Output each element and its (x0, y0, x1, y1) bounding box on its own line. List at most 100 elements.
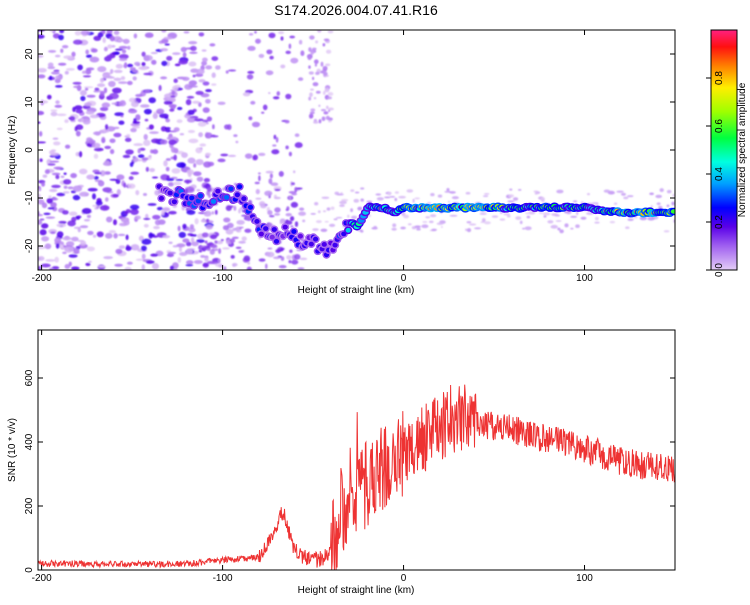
noise-speck (285, 212, 292, 217)
noise-speck (210, 135, 219, 138)
noise-speck (61, 210, 69, 215)
noise-speck (41, 181, 46, 187)
noise-speck (161, 30, 166, 33)
noise-speck (141, 157, 149, 161)
noise-speck (97, 66, 107, 73)
noise-speck (190, 45, 197, 51)
noise-speck (107, 44, 113, 49)
noise-speck (526, 215, 531, 219)
colorbar-gradient (711, 30, 737, 270)
noise-speck (244, 153, 253, 159)
ridge-core (254, 219, 260, 224)
noise-speck (97, 180, 105, 187)
noise-speck (64, 70, 69, 75)
noise-speck (202, 107, 210, 113)
noise-speck (165, 158, 171, 161)
noise-speck (126, 261, 133, 265)
noise-speck (129, 67, 135, 71)
ridge-core (291, 229, 297, 234)
noise-speck (126, 134, 131, 137)
noise-speck (269, 173, 273, 179)
noise-speck (42, 174, 48, 178)
noise-speck (152, 113, 158, 120)
noise-speck (144, 32, 154, 38)
noise-speck (289, 216, 295, 222)
noise-speck (118, 120, 125, 125)
noise-speck (327, 120, 332, 123)
noise-speck (144, 118, 149, 122)
noise-speck (55, 54, 61, 58)
noise-speck (72, 39, 83, 45)
noise-speck (50, 109, 58, 112)
noise-speck (193, 260, 203, 264)
noise-speck (312, 47, 317, 51)
noise-speck (559, 229, 564, 234)
noise-speck (120, 76, 126, 81)
noise-speck (67, 220, 76, 227)
noise-speck (49, 160, 60, 163)
ridge-core (167, 190, 173, 196)
noise-speck (64, 119, 69, 123)
noise-speck (48, 195, 52, 198)
ridge-core (282, 224, 288, 230)
noise-speck (111, 44, 116, 48)
noise-speck (258, 53, 265, 58)
noise-speck (288, 195, 292, 200)
noise-speck (254, 30, 257, 34)
noise-speck (143, 217, 151, 220)
noise-speck (93, 147, 104, 152)
noise-speck (73, 248, 80, 255)
noise-speck (94, 87, 100, 91)
noise-speck (158, 84, 162, 92)
spectrogram-y-label: Frequency (Hz) (7, 116, 18, 185)
noise-speck (576, 211, 579, 216)
noise-speck (403, 214, 410, 219)
noise-speck (200, 93, 210, 98)
noise-speck (118, 58, 128, 62)
noise-speck (160, 126, 167, 132)
noise-speck (543, 215, 547, 218)
noise-speck (56, 113, 67, 117)
noise-speck (160, 139, 168, 145)
colorbar-tick-label: 0.8 (714, 71, 725, 85)
spectrogram-x-label: Height of straight line (km) (298, 285, 415, 296)
noise-speck (130, 127, 137, 133)
noise-speck (141, 238, 152, 245)
noise-speck (318, 104, 321, 108)
noise-speck (586, 192, 591, 196)
noise-speck (302, 219, 306, 223)
noise-speck (176, 106, 183, 111)
noise-speck (200, 254, 206, 258)
noise-speck (168, 210, 177, 215)
noise-speck (323, 38, 330, 42)
noise-speck (261, 111, 265, 114)
noise-speck (321, 116, 326, 122)
noise-speck (129, 204, 140, 210)
noise-speck (308, 71, 314, 75)
noise-speck (269, 215, 275, 218)
noise-speck (44, 243, 52, 250)
noise-speck (446, 188, 450, 192)
noise-speck (115, 248, 123, 255)
noise-speck (176, 162, 187, 168)
noise-speck (134, 61, 141, 66)
noise-speck (196, 239, 205, 243)
noise-speck (243, 255, 251, 262)
noise-speck (273, 134, 277, 140)
noise-speck (218, 263, 224, 268)
noise-speck (547, 220, 554, 224)
noise-speck (148, 154, 152, 158)
noise-speck (82, 118, 91, 125)
noise-speck (163, 100, 173, 105)
noise-speck (83, 218, 91, 222)
noise-speck (205, 218, 210, 223)
ridge-core (195, 198, 201, 204)
noise-speck (50, 201, 57, 208)
x-tick-label: 100 (576, 273, 593, 284)
noise-speck (335, 216, 343, 219)
noise-speck (265, 170, 274, 174)
noise-speck (425, 216, 431, 219)
noise-speck (79, 191, 90, 197)
noise-speck (322, 210, 327, 213)
noise-speck (268, 32, 276, 39)
